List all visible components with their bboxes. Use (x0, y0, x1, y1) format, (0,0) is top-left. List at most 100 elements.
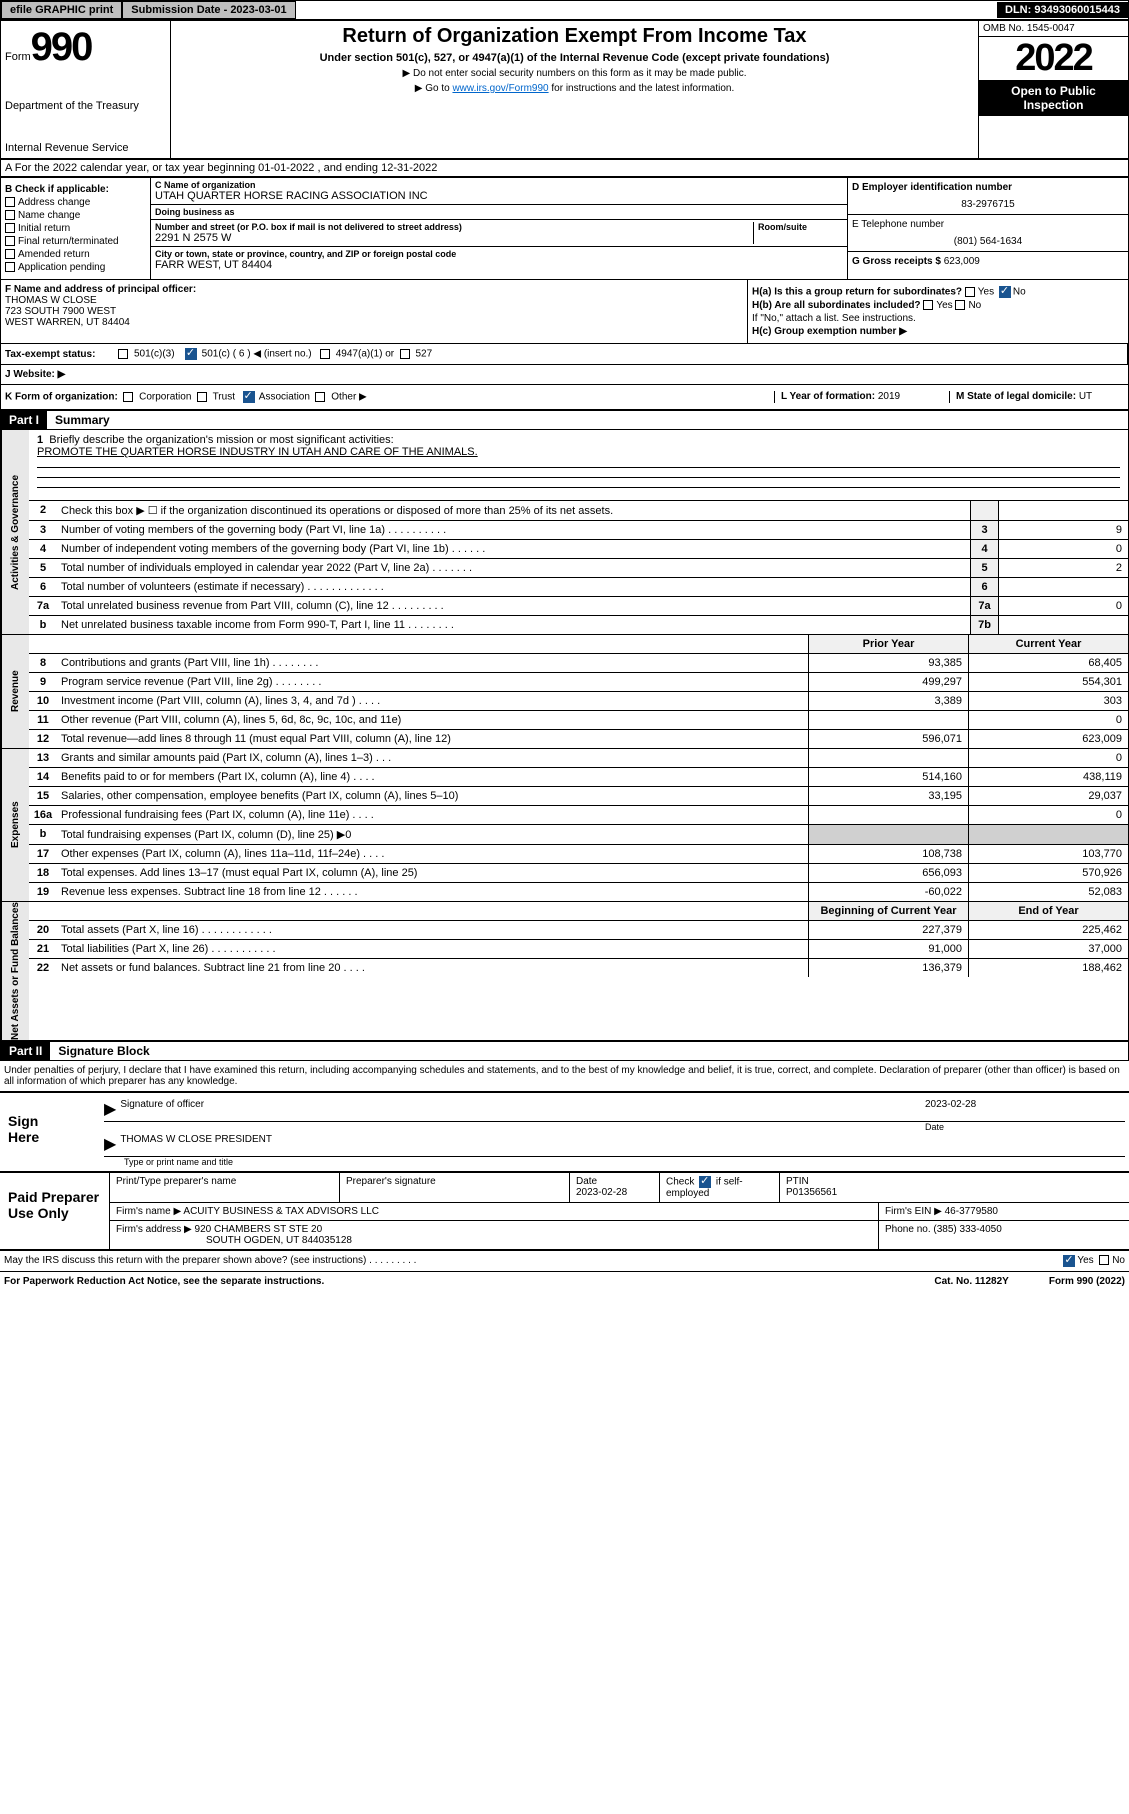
line-10: 10 Investment income (Part VIII, column … (29, 692, 1128, 711)
opt-501c: 501(c) ( 6 ) ◀ (insert no.) (202, 349, 312, 360)
checkbox-icon[interactable] (5, 223, 15, 233)
note2-pre: ▶ Go to (415, 83, 453, 94)
domicile: UT (1079, 391, 1092, 402)
firm-phone-cell: Phone no. (385) 333-4050 (879, 1221, 1129, 1249)
dba-row: Doing business as (151, 205, 847, 220)
line1-num: 1 (37, 434, 43, 446)
opt-address-change: Address change (5, 197, 146, 208)
header-center: Return of Organization Exempt From Incom… (171, 21, 978, 158)
tax-year: 2022 (979, 37, 1128, 80)
checkbox-icon[interactable] (197, 392, 207, 402)
sig-label: Signature of officer (120, 1099, 925, 1119)
checkbox-checked-icon[interactable] (999, 286, 1011, 298)
firm-name-cell: Firm's name ▶ ACUITY BUSINESS & TAX ADVI… (110, 1203, 879, 1220)
row-i: Tax-exempt status: 501(c)(3) 501(c) ( 6 … (0, 344, 1129, 365)
checkbox-checked-icon[interactable] (699, 1176, 711, 1188)
ptin-cell: PTINP01356561 (780, 1173, 1129, 1202)
gov-line-7a: 7a Total unrelated business revenue from… (29, 597, 1128, 616)
line-14: 14 Benefits paid to or for members (Part… (29, 768, 1128, 787)
dba-label: Doing business as (155, 207, 843, 217)
sig-date: 2023-02-28 (925, 1099, 1125, 1119)
checkbox-icon[interactable] (5, 210, 15, 220)
line-20: 20 Total assets (Part X, line 16) . . . … (29, 921, 1128, 940)
gov-line-b: b Net unrelated business taxable income … (29, 616, 1128, 634)
open-public-badge: Open to Public Inspection (979, 80, 1128, 116)
part2-badge: Part II (1, 1042, 50, 1060)
omb-number: OMB No. 1545-0047 (979, 21, 1128, 37)
netassets-section: Net Assets or Fund Balances Beginning of… (0, 902, 1129, 1041)
checkbox-icon[interactable] (5, 262, 15, 272)
officer-name-title: THOMAS W CLOSE PRESIDENT (120, 1134, 272, 1154)
efile-print-button[interactable]: efile GRAPHIC print (1, 1, 122, 19)
opt-trust: Trust (213, 392, 235, 403)
governance-section: Activities & Governance 1 Briefly descri… (0, 430, 1129, 635)
checkbox-icon[interactable] (123, 392, 133, 402)
paid-here-label: Paid Preparer Use Only (0, 1173, 110, 1249)
checkbox-checked-icon[interactable] (185, 348, 197, 360)
checkbox-icon[interactable] (965, 287, 975, 297)
form-title: Return of Organization Exempt From Incom… (175, 25, 974, 48)
year-formation: 2019 (878, 391, 900, 402)
checkbox-checked-icon[interactable] (1063, 1255, 1075, 1267)
irs-link[interactable]: www.irs.gov/Form990 (452, 83, 548, 94)
checkbox-icon[interactable] (1099, 1255, 1109, 1265)
hb-note: If "No," attach a list. See instructions… (752, 313, 1124, 324)
sig-name-line: ▶ THOMAS W CLOSE PRESIDENT (104, 1132, 1125, 1157)
line-17: 17 Other expenses (Part IX, column (A), … (29, 845, 1128, 864)
gov-line-2: 2 Check this box ▶ ☐ if the organization… (29, 501, 1128, 521)
opt-pending: Application pending (5, 262, 146, 273)
line-b: b Total fundraising expenses (Part IX, c… (29, 825, 1128, 845)
box-e: E Telephone number (801) 564-1634 (848, 215, 1128, 252)
checkbox-icon[interactable] (5, 249, 15, 259)
box-fgh: F Name and address of principal officer:… (0, 280, 1129, 344)
box-d: D Employer identification number 83-2976… (848, 178, 1128, 215)
year-header-row: Prior Year Current Year (29, 635, 1128, 654)
checkbox-icon[interactable] (955, 300, 965, 310)
checkbox-checked-icon[interactable] (243, 391, 255, 403)
ein-value: 83-2976715 (852, 199, 1124, 210)
part2-title: Signature Block (50, 1042, 157, 1060)
checkbox-icon[interactable] (320, 349, 330, 359)
sig-officer-line: ▶ Signature of officer 2023-02-28 (104, 1097, 1125, 1122)
firm-addr-cell: Firm's address ▶ 920 CHAMBERS ST STE 20 … (110, 1221, 879, 1249)
arrow-icon: ▶ (104, 1099, 116, 1119)
line-19: 19 Revenue less expenses. Subtract line … (29, 883, 1128, 901)
line1: 1 Briefly describe the organization's mi… (29, 430, 1128, 501)
box-b-header: B Check if applicable: (5, 184, 146, 195)
part2-header: Part II Signature Block (0, 1041, 1129, 1061)
checkbox-icon[interactable] (5, 197, 15, 207)
opt-527: 527 (415, 349, 432, 360)
opt-other: Other ▶ (331, 392, 366, 403)
beg-year-hdr: Beginning of Current Year (808, 902, 968, 920)
gov-line-5: 5 Total number of individuals employed i… (29, 559, 1128, 578)
city-row: City or town, state or province, country… (151, 247, 847, 273)
paid-row2: Firm's name ▶ ACUITY BUSINESS & TAX ADVI… (110, 1203, 1129, 1221)
ssn-note: ▶ Do not enter social security numbers o… (175, 68, 974, 79)
prep-date-cell: Date2023-02-28 (570, 1173, 660, 1202)
gross-label: G Gross receipts $ (852, 256, 941, 267)
checkbox-icon[interactable] (5, 236, 15, 246)
line-11: 11 Other revenue (Part VIII, column (A),… (29, 711, 1128, 730)
line-9: 9 Program service revenue (Part VIII, li… (29, 673, 1128, 692)
paid-row1: Print/Type preparer's name Preparer's si… (110, 1173, 1129, 1203)
phone-label: E Telephone number (852, 219, 1124, 230)
line-12: 12 Total revenue—add lines 8 through 11 … (29, 730, 1128, 748)
officer-label: F Name and address of principal officer: (5, 284, 743, 295)
tab-netassets: Net Assets or Fund Balances (1, 902, 29, 1040)
part1-title: Summary (47, 411, 118, 429)
addr-label: Number and street (or P.O. box if mail i… (155, 222, 753, 232)
tab-expenses: Expenses (1, 749, 29, 901)
opt-corp: Corporation (139, 392, 191, 403)
officer-addr1: 723 SOUTH 7900 WEST (5, 306, 743, 317)
box-h: H(a) Is this a group return for subordin… (748, 280, 1128, 343)
checkbox-icon[interactable] (400, 349, 410, 359)
prep-name-hdr: Print/Type preparer's name (110, 1173, 340, 1202)
tab-governance: Activities & Governance (1, 430, 29, 634)
row-k: K Form of organization: Corporation Trus… (0, 385, 1129, 410)
checkbox-icon[interactable] (315, 392, 325, 402)
domicile-label: M State of legal domicile: (956, 391, 1076, 402)
part1-badge: Part I (1, 411, 47, 429)
checkbox-icon[interactable] (923, 300, 933, 310)
checkbox-icon[interactable] (118, 349, 128, 359)
topbar: efile GRAPHIC print Submission Date - 20… (0, 0, 1129, 20)
